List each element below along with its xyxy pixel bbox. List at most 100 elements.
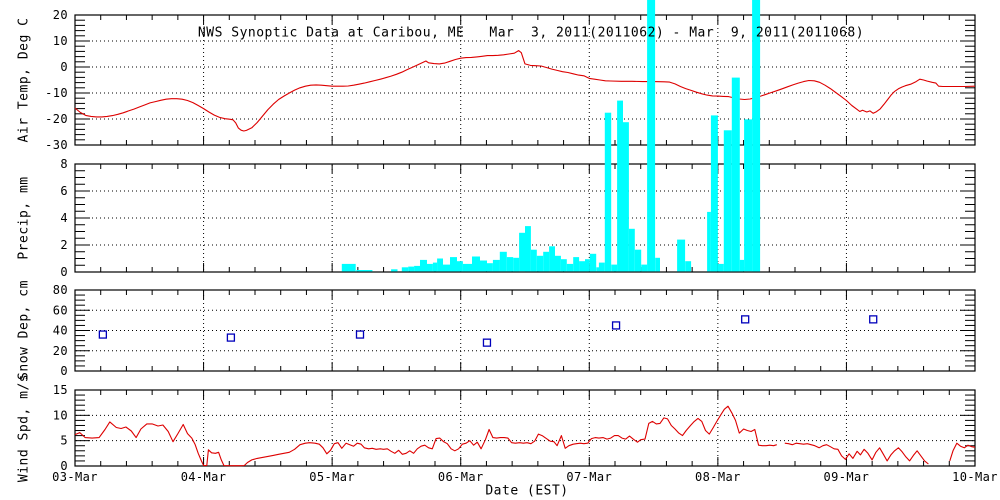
- precip-bar: [437, 258, 443, 272]
- precip-bar: [480, 260, 487, 272]
- y-tick-label: 0: [60, 364, 68, 378]
- y-tick-label: 80: [53, 283, 68, 297]
- y-tick-label: -20: [45, 112, 68, 126]
- y-tick-label: 0: [60, 60, 68, 74]
- y-tick-label: 20: [53, 8, 68, 22]
- precip-bar: [525, 226, 531, 272]
- precip-bar: [450, 257, 457, 272]
- y-tick-label: 0: [60, 459, 68, 473]
- precip-bar: [427, 263, 433, 272]
- panel-border-wind-speed: [74, 389, 976, 467]
- y-tick-label: 8: [60, 157, 68, 171]
- precip-bar: [604, 112, 612, 272]
- precip-bar: [623, 122, 629, 272]
- x-tick-label: 09-Mar: [824, 470, 870, 484]
- precip-bar: [401, 267, 409, 272]
- precip-bar: [356, 270, 373, 272]
- y-tick-label: -30: [45, 138, 68, 152]
- y-tick-label: 4: [60, 211, 68, 225]
- precip-bar: [752, 0, 761, 272]
- precip-bar: [717, 263, 724, 272]
- snow-depth-marker: [482, 338, 492, 347]
- precip-bar: [677, 239, 686, 272]
- precip-bar: [707, 211, 711, 272]
- precip-bar: [723, 130, 732, 272]
- snow-depth-marker: [611, 321, 621, 330]
- precip-bar: [596, 267, 599, 272]
- precip-bar: [744, 119, 753, 272]
- y-tick-label: 40: [53, 324, 68, 338]
- precip-bar: [462, 263, 472, 272]
- y-tick-label: 10: [53, 34, 68, 48]
- line-series: [74, 50, 976, 467]
- tick-labels: -30-20-10010200246802040608005101503-Mar…: [45, 8, 998, 484]
- y-axis-title-wind-speed: Wind Spd, m/s: [16, 373, 32, 483]
- precip-bar: [739, 259, 745, 272]
- precip-bar: [598, 262, 605, 272]
- precip-bar: [543, 251, 550, 272]
- precip-bar: [506, 257, 514, 272]
- precip-bar: [634, 249, 642, 272]
- precip-bar: [536, 255, 544, 272]
- precip-bar: [611, 264, 618, 272]
- precip-bar: [499, 251, 507, 272]
- precip-bar: [420, 259, 427, 272]
- wind-speed-line: [74, 405, 777, 467]
- panel-border-air-temp: [74, 14, 976, 146]
- precip-bar: [530, 249, 537, 272]
- precip-bar: [573, 257, 580, 272]
- precip-bar: [585, 259, 590, 272]
- precip-bar: [487, 263, 493, 272]
- precip-bar: [549, 246, 555, 272]
- x-tick-label: 07-Mar: [566, 470, 612, 484]
- precip-bar: [492, 259, 500, 272]
- x-tick-label: 04-Mar: [181, 470, 227, 484]
- y-tick-label: -10: [45, 86, 68, 100]
- precip-bar: [641, 264, 648, 272]
- precip-bar: [555, 255, 561, 272]
- wind-speed-line: [949, 442, 976, 462]
- y-tick-label: 6: [60, 184, 68, 198]
- precip-bar: [472, 256, 480, 272]
- chart-title: NWS Synoptic Data at Caribou, ME Mar 3, …: [197, 25, 865, 41]
- snow-depth-marker: [98, 330, 108, 339]
- snow-depth-marker: [869, 315, 878, 324]
- panel-axes: [74, 14, 976, 467]
- precip-bar: [617, 100, 623, 272]
- air-temp-line: [74, 50, 976, 132]
- x-tick-label: 08-Mar: [695, 470, 741, 484]
- y-tick-label: 0: [60, 265, 68, 279]
- x-axis-title: Date (EST): [485, 483, 569, 499]
- x-tick-label: 06-Mar: [438, 470, 484, 484]
- precip-bar: [566, 263, 574, 272]
- y-tick-label: 5: [60, 434, 68, 448]
- wind-speed-line: [784, 442, 929, 465]
- y-tick-label: 60: [53, 303, 68, 317]
- y-tick-label: 10: [53, 408, 68, 422]
- precip-bar: [432, 262, 438, 272]
- y-tick-label: 2: [60, 238, 68, 252]
- precip-bar: [710, 115, 718, 272]
- y-tick-label: 20: [53, 344, 68, 358]
- precip-bar: [408, 266, 415, 272]
- y-axis-title-snow-depth: Snow Dep, cm: [16, 280, 32, 380]
- precip-bar: [457, 261, 463, 272]
- x-tick-label: 05-Mar: [309, 470, 355, 484]
- precip-bar: [589, 253, 597, 272]
- precip-bar: [391, 269, 398, 272]
- y-axis-title-precip: Precip, mm: [16, 176, 32, 260]
- precip-bar: [685, 261, 692, 272]
- precip-bar: [443, 264, 450, 272]
- precip-bar: [513, 257, 520, 272]
- precip-bar: [519, 232, 525, 272]
- precip-bar: [731, 77, 740, 272]
- precip-bar: [560, 259, 567, 272]
- x-tick-label: 10-Mar: [952, 470, 998, 484]
- y-axis-title-air-temp: Air Temp, Deg C: [16, 17, 32, 143]
- precip-bars: [341, 0, 761, 272]
- precip-bar: [579, 261, 585, 272]
- precip-bar: [647, 0, 656, 272]
- precip-bar: [655, 257, 660, 272]
